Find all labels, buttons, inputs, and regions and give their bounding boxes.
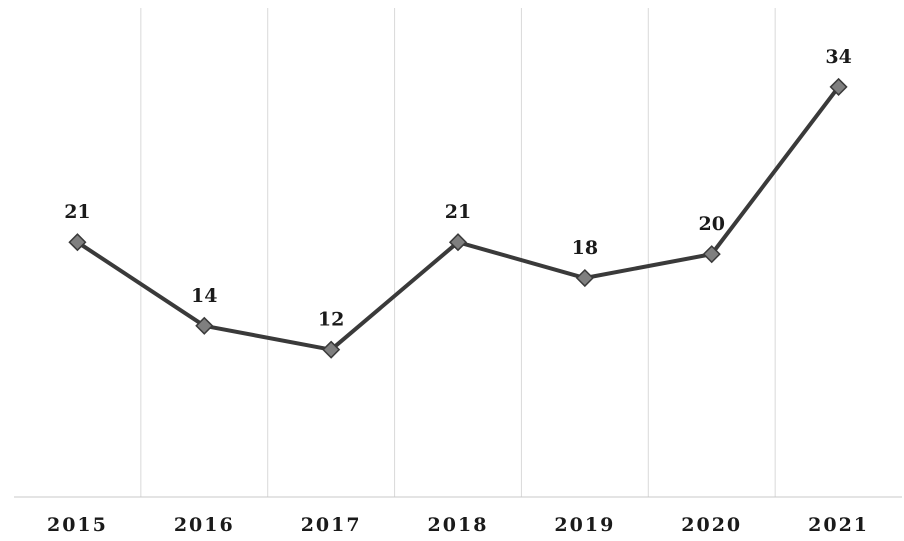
data-label: 18 <box>572 237 598 259</box>
x-tick-label: 2018 <box>428 514 489 536</box>
data-point <box>68 233 87 252</box>
x-tick-label: 2017 <box>301 514 362 536</box>
data-labels: 21 14 12 21 18 20 34 <box>64 46 852 331</box>
data-point <box>702 245 721 264</box>
data-point <box>448 233 468 252</box>
data-point <box>829 77 848 96</box>
data-label: 12 <box>318 309 344 331</box>
x-tick-label: 2020 <box>681 514 742 536</box>
x-tick-label: 2015 <box>47 514 108 536</box>
x-tick-label: 2016 <box>174 514 235 536</box>
data-point <box>575 268 594 288</box>
x-tick-label: 2021 <box>808 514 869 536</box>
grid-lines <box>140 8 776 497</box>
data-point <box>322 340 341 359</box>
data-label: 21 <box>64 201 90 223</box>
x-tick-labels: 2015 2016 2017 2018 2019 2020 2021 <box>47 514 869 536</box>
x-tick-label: 2019 <box>554 514 615 536</box>
data-label: 20 <box>698 213 724 235</box>
data-label: 21 <box>445 201 471 223</box>
data-point <box>195 316 214 335</box>
data-points <box>68 77 848 359</box>
data-label: 14 <box>191 285 217 307</box>
data-label: 34 <box>825 46 851 68</box>
